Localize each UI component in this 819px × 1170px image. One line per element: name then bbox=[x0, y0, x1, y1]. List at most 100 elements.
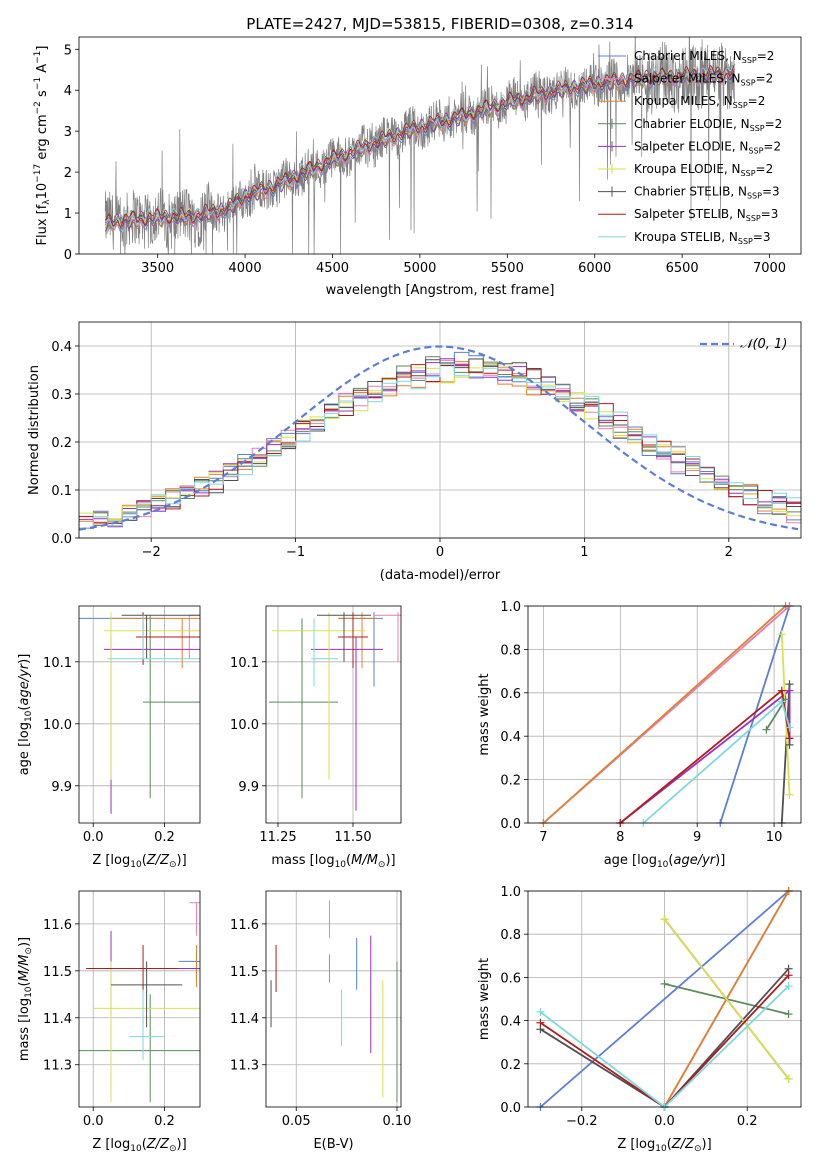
x-tick-label: 11.50 bbox=[334, 830, 371, 845]
y-axis-label: mass [log10(M/M⊙)] bbox=[17, 937, 34, 1061]
y-tick-label: 0.6 bbox=[500, 971, 521, 986]
y-tick-label: 0.0 bbox=[500, 817, 521, 832]
y-tick-label: 9.9 bbox=[51, 780, 72, 795]
weight-line bbox=[719, 606, 791, 823]
x-tick-label: 0.2 bbox=[154, 1114, 175, 1129]
y-axis-label: Flux [fλ10−17 erg cm−2 s−1 A−1] bbox=[33, 46, 52, 246]
weight-line bbox=[539, 968, 790, 1107]
x-tick-label: 1 bbox=[580, 545, 588, 560]
x-tick-label: 3500 bbox=[141, 261, 174, 276]
y-tick-label: 0.4 bbox=[500, 1015, 521, 1030]
y-tick-label: 0.2 bbox=[500, 1058, 521, 1073]
residual-histogram-panel: −2 −1 0 1 2 0.0 0.1 0.2 0.3 0.4 𝒩(0, 1) (data-model… bbox=[27, 321, 802, 583]
x-tick-label: 9 bbox=[693, 830, 701, 845]
y-tick-label: 0.2 bbox=[500, 774, 521, 789]
x-tick-label: 7000 bbox=[753, 261, 786, 276]
y-tick-label: 3 bbox=[64, 125, 72, 140]
axes-frame bbox=[265, 605, 402, 824]
x-axis-label: mass [log10(M/M⊙)] bbox=[271, 853, 395, 870]
x-axis-label: age [log10(age/yr)] bbox=[604, 853, 726, 870]
y-tick-label: 11.5 bbox=[230, 965, 259, 980]
y-tick-label: 0.1 bbox=[51, 484, 72, 499]
legend-label: 𝒩(0, 1) bbox=[740, 337, 787, 352]
y-tick-label: 10.1 bbox=[230, 656, 259, 671]
x-tick-label: 6000 bbox=[578, 261, 611, 276]
y-tick-label: 0.8 bbox=[500, 928, 521, 943]
x-tick-label: 8 bbox=[616, 830, 624, 845]
x-tick-label: 0.2 bbox=[737, 1114, 758, 1129]
axes-frame bbox=[78, 36, 802, 255]
x-tick-label: 4500 bbox=[316, 261, 349, 276]
legend-label: Chabrier ELODIE, NSSP=2 bbox=[634, 117, 782, 133]
x-tick-label: −0.2 bbox=[566, 1114, 598, 1129]
y-tick-label: 11.3 bbox=[43, 1059, 72, 1074]
legend-label: Chabrier MILES, NSSP=2 bbox=[634, 49, 774, 65]
weight-vs-age-panel: 7 8 9 10 0.0 0.2 0.4 0.6 0.8 1.0 mass weight age [l… bbox=[477, 600, 802, 870]
x-tick-label: 0.05 bbox=[282, 1114, 311, 1129]
mass-vs-extinction-panel: 0.05 0.10 11.3 11.4 11.5 11.6 E(B-V) bbox=[230, 890, 411, 1152]
y-axis-label: age [log10(age/yr)] bbox=[17, 654, 34, 776]
plot-area bbox=[79, 902, 200, 1103]
model-spectrum-line bbox=[104, 64, 735, 227]
y-axis-label: mass weight bbox=[477, 958, 492, 1040]
y-axis-label: Normed distribution bbox=[27, 365, 42, 495]
plot-area bbox=[79, 345, 801, 538]
y-tick-label: 2 bbox=[64, 166, 72, 181]
weight-line bbox=[542, 606, 787, 823]
y-tick-label: 0.3 bbox=[51, 388, 72, 403]
weight-line bbox=[539, 985, 790, 1107]
axes-frame bbox=[78, 890, 201, 1108]
y-tick-label: 5 bbox=[64, 43, 72, 58]
x-tick-label: −1 bbox=[286, 545, 305, 560]
y-tick-label: 10.1 bbox=[43, 656, 72, 671]
y-tick-label: 11.6 bbox=[230, 918, 259, 933]
y-tick-label: 0.2 bbox=[51, 436, 72, 451]
x-tick-label: 11.25 bbox=[259, 830, 296, 845]
model-spectrum-line bbox=[104, 65, 735, 228]
x-axis-label: Z [log10(Z/Z⊙)] bbox=[92, 1137, 186, 1154]
legend-label: Kroupa STELIB, NSSP=3 bbox=[634, 230, 771, 246]
axes-frame bbox=[527, 605, 802, 824]
x-tick-label: −2 bbox=[142, 545, 161, 560]
x-axis-label: Z [log10(Z/Z⊙)] bbox=[617, 1137, 711, 1154]
plot-area bbox=[269, 612, 401, 811]
age-vs-metallicity-panel: 0.0 0.2 9.9 10.0 10.1 Z [log10(Z/Z⊙)] age [log… bbox=[17, 605, 201, 870]
y-tick-label: 11.6 bbox=[43, 918, 72, 933]
model-spectrum-line bbox=[104, 67, 735, 232]
plot-area bbox=[539, 891, 790, 1107]
x-tick-label: 0.0 bbox=[83, 830, 104, 845]
axes-frame bbox=[265, 890, 402, 1108]
x-axis-label: (data-model)/error bbox=[380, 568, 501, 583]
y-tick-label: 11.5 bbox=[43, 965, 72, 980]
y-tick-label: 11.4 bbox=[230, 1012, 259, 1027]
histogram-series bbox=[79, 363, 801, 538]
y-tick-label: 4 bbox=[64, 84, 72, 99]
mass-vs-metallicity-panel: 0.0 0.2 11.3 11.4 11.5 11.6 Z [log10(Z/Z⊙)] mas… bbox=[17, 890, 201, 1154]
x-tick-label: 5500 bbox=[491, 261, 524, 276]
x-axis-label: wavelength [Angstrom, rest frame] bbox=[326, 283, 555, 298]
y-tick-label: 10.0 bbox=[43, 718, 72, 733]
y-tick-label: 10.0 bbox=[230, 718, 259, 733]
weight-line bbox=[539, 974, 790, 1107]
y-tick-label: 0.4 bbox=[500, 730, 521, 745]
y-tick-label: 0.0 bbox=[51, 532, 72, 547]
weight-line bbox=[642, 699, 791, 823]
axes-frame bbox=[78, 605, 201, 824]
x-tick-label: 0.10 bbox=[382, 1114, 411, 1129]
figure-title: PLATE=2427, MJD=53815, FIBERID=0308, z=0… bbox=[246, 15, 633, 33]
x-tick-label: 6500 bbox=[666, 261, 699, 276]
y-tick-label: 0.0 bbox=[500, 1101, 521, 1116]
y-tick-label: 0 bbox=[64, 248, 72, 263]
legend-label: Kroupa MILES, NSSP=2 bbox=[634, 94, 765, 110]
legend-label: Salpeter MILES, NSSP=2 bbox=[634, 72, 773, 88]
plot-area bbox=[542, 606, 791, 823]
y-tick-label: 1 bbox=[64, 207, 72, 222]
y-tick-label: 1.0 bbox=[500, 600, 521, 615]
y-tick-label: 0.4 bbox=[51, 340, 72, 355]
y-tick-label: 0.6 bbox=[500, 687, 521, 702]
weight-vs-metallicity-panel: −0.2 0.0 0.2 0.0 0.2 0.4 0.6 0.8 1.0 mass weight Z… bbox=[477, 885, 802, 1154]
x-tick-label: 7 bbox=[539, 830, 547, 845]
x-tick-label: 2 bbox=[725, 545, 733, 560]
x-tick-label: 5000 bbox=[403, 261, 436, 276]
